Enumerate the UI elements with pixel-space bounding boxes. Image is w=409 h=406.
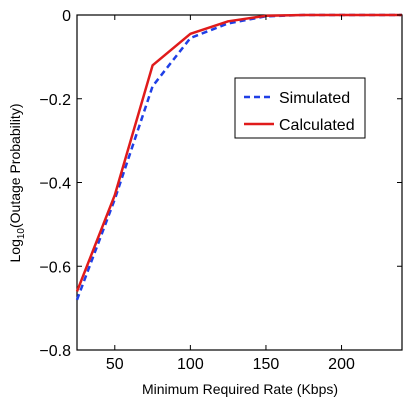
legend-box bbox=[234, 77, 366, 139]
x-ticks: 50 100 150 200 bbox=[106, 15, 355, 373]
y-axis-label-subscript: 10 bbox=[16, 228, 27, 240]
x-tick-label: 200 bbox=[328, 356, 355, 373]
y-tick-label: −0.6 bbox=[39, 259, 71, 276]
x-tick-label: 150 bbox=[253, 356, 280, 373]
plot-area bbox=[76, 14, 403, 351]
y-tick-label: −0.4 bbox=[39, 176, 71, 193]
legend-simulated-label: Simulated bbox=[279, 90, 350, 107]
legend: Simulated Calculated bbox=[234, 77, 366, 139]
x-tick-label: 50 bbox=[106, 356, 124, 373]
x-tick-label: 100 bbox=[177, 356, 204, 373]
legend-calculated-label: Calculated bbox=[279, 117, 355, 134]
x-axis-label: Minimum Required Rate (Kbps) bbox=[142, 381, 338, 397]
y-axis-label-rest: (Outage Probability) bbox=[7, 104, 23, 229]
y-tick-label: −0.8 bbox=[39, 343, 71, 360]
y-axis-label-prefix: Log bbox=[7, 239, 23, 262]
y-tick-label: −0.2 bbox=[39, 92, 71, 109]
y-ticks: 0 −0.2 −0.4 −0.6 −0.8 bbox=[39, 8, 402, 360]
y-axis-label: Log10(Outage Probability) bbox=[7, 104, 27, 263]
y-tick-label: 0 bbox=[62, 8, 71, 25]
series-group bbox=[75, 13, 402, 301]
series-line-calculated bbox=[75, 13, 402, 292]
